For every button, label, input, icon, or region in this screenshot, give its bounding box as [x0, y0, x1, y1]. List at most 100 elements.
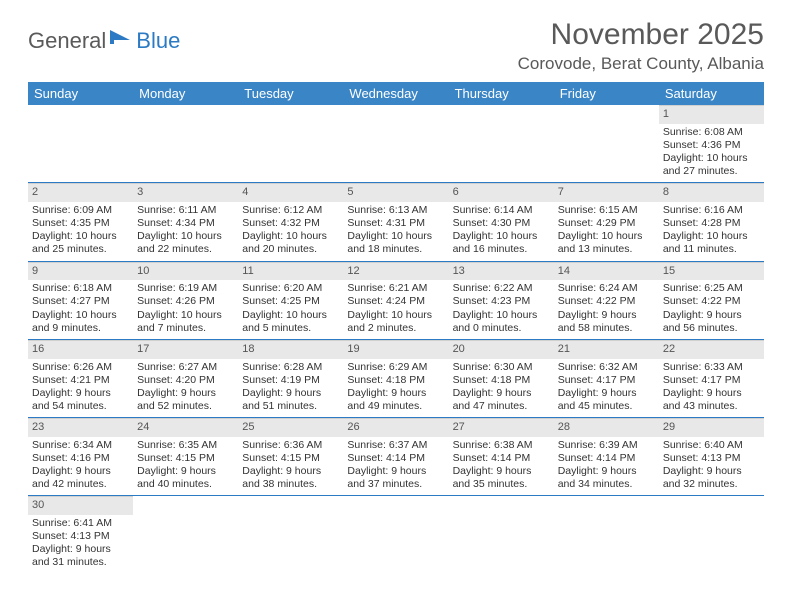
day-number: 19	[343, 340, 448, 359]
calendar-cell: 26Sunrise: 6:37 AMSunset: 4:14 PMDayligh…	[343, 418, 448, 496]
calendar-row: 9Sunrise: 6:18 AMSunset: 4:27 PMDaylight…	[28, 261, 764, 339]
sunrise-text: Sunrise: 6:15 AM	[558, 204, 655, 217]
day-body: Sunrise: 6:41 AMSunset: 4:13 PMDaylight:…	[28, 515, 133, 574]
day-number: 15	[659, 262, 764, 281]
day-number: 17	[133, 340, 238, 359]
calendar-cell	[28, 105, 133, 183]
sunrise-text: Sunrise: 6:26 AM	[32, 361, 129, 374]
calendar-cell	[133, 496, 238, 574]
day-number: 8	[659, 183, 764, 202]
calendar-cell: 28Sunrise: 6:39 AMSunset: 4:14 PMDayligh…	[554, 418, 659, 496]
sunrise-text: Sunrise: 6:21 AM	[347, 282, 444, 295]
day-body: Sunrise: 6:18 AMSunset: 4:27 PMDaylight:…	[28, 280, 133, 339]
sunrise-text: Sunrise: 6:18 AM	[32, 282, 129, 295]
day-body: Sunrise: 6:39 AMSunset: 4:14 PMDaylight:…	[554, 437, 659, 496]
daylight-text: Daylight: 9 hours	[663, 387, 760, 400]
calendar-cell	[554, 105, 659, 183]
sunset-text: Sunset: 4:15 PM	[137, 452, 234, 465]
daylight-text: Daylight: 9 hours	[32, 465, 129, 478]
calendar-cell	[238, 105, 343, 183]
sunrise-text: Sunrise: 6:37 AM	[347, 439, 444, 452]
daylight-text: Daylight: 10 hours	[663, 230, 760, 243]
day-body: Sunrise: 6:28 AMSunset: 4:19 PMDaylight:…	[238, 359, 343, 418]
sunrise-text: Sunrise: 6:34 AM	[32, 439, 129, 452]
calendar-cell: 18Sunrise: 6:28 AMSunset: 4:19 PMDayligh…	[238, 339, 343, 417]
day-number: 16	[28, 340, 133, 359]
day-body: Sunrise: 6:37 AMSunset: 4:14 PMDaylight:…	[343, 437, 448, 496]
daylight-text: Daylight: 9 hours	[137, 387, 234, 400]
daylight-text: and 2 minutes.	[347, 322, 444, 335]
day-body: Sunrise: 6:27 AMSunset: 4:20 PMDaylight:…	[133, 359, 238, 418]
daylight-text: Daylight: 9 hours	[453, 387, 550, 400]
daylight-text: Daylight: 9 hours	[32, 543, 129, 556]
sunset-text: Sunset: 4:22 PM	[558, 295, 655, 308]
sunset-text: Sunset: 4:17 PM	[663, 374, 760, 387]
sunset-text: Sunset: 4:23 PM	[453, 295, 550, 308]
daylight-text: Daylight: 9 hours	[137, 465, 234, 478]
daylight-text: and 22 minutes.	[137, 243, 234, 256]
calendar-cell: 20 Sunrise: 6:30 AMSunset: 4:18 PMDayligh…	[449, 339, 554, 417]
day-number: 25	[238, 418, 343, 437]
daylight-text: Daylight: 9 hours	[663, 465, 760, 478]
calendar-cell: 5Sunrise: 6:13 AMSunset: 4:31 PMDaylight…	[343, 183, 448, 261]
sunset-text: Sunset: 4:28 PM	[663, 217, 760, 230]
sunrise-text: Sunrise: 6:32 AM	[558, 361, 655, 374]
day-number: 11	[238, 262, 343, 281]
calendar-cell	[238, 496, 343, 574]
calendar-cell	[133, 105, 238, 183]
sunrise-text: Sunrise: 6:24 AM	[558, 282, 655, 295]
sunset-text: Sunset: 4:25 PM	[242, 295, 339, 308]
daylight-text: Daylight: 10 hours	[347, 309, 444, 322]
daylight-text: and 0 minutes.	[453, 322, 550, 335]
day-body: Sunrise: 6:26 AMSunset: 4:21 PMDaylight:…	[28, 359, 133, 418]
logo-text-1: General	[28, 28, 106, 54]
sunset-text: Sunset: 4:18 PM	[453, 374, 550, 387]
day-number: 29	[659, 418, 764, 437]
calendar-cell: 8Sunrise: 6:16 AMSunset: 4:28 PMDaylight…	[659, 183, 764, 261]
sunset-text: Sunset: 4:27 PM	[32, 295, 129, 308]
day-number: 3	[133, 183, 238, 202]
calendar-cell: 24Sunrise: 6:35 AMSunset: 4:15 PMDayligh…	[133, 418, 238, 496]
day-body: Sunrise: 6:29 AMSunset: 4:18 PMDaylight:…	[343, 359, 448, 418]
calendar-cell: 25 Sunrise: 6:36 AMSunset: 4:15 PMDayligh…	[238, 418, 343, 496]
sunset-text: Sunset: 4:24 PM	[347, 295, 444, 308]
daylight-text: Daylight: 9 hours	[663, 309, 760, 322]
title-block: November 2025 Corovode, Berat County, Al…	[518, 18, 764, 74]
calendar-cell: 11Sunrise: 6:20 AMSunset: 4:25 PMDayligh…	[238, 261, 343, 339]
sunset-text: Sunset: 4:21 PM	[32, 374, 129, 387]
sunrise-text: Sunrise: 6:39 AM	[558, 439, 655, 452]
daylight-text: and 51 minutes.	[242, 400, 339, 413]
day-number: 26	[343, 418, 448, 437]
daylight-text: and 58 minutes.	[558, 322, 655, 335]
daylight-text: Daylight: 10 hours	[242, 230, 339, 243]
daylight-text: Daylight: 9 hours	[242, 465, 339, 478]
day-body: Sunrise: 6:38 AMSunset: 4:14 PMDaylight:…	[449, 437, 554, 496]
daylight-text: and 20 minutes.	[242, 243, 339, 256]
calendar-cell: 15Sunrise: 6:25 AMSunset: 4:22 PMDayligh…	[659, 261, 764, 339]
daylight-text: and 13 minutes.	[558, 243, 655, 256]
calendar-cell: 13Sunrise: 6:22 AMSunset: 4:23 PMDayligh…	[449, 261, 554, 339]
day-number: 5	[343, 183, 448, 202]
calendar-cell: 14Sunrise: 6:24 AMSunset: 4:22 PMDayligh…	[554, 261, 659, 339]
sunset-text: Sunset: 4:18 PM	[347, 374, 444, 387]
sunrise-text: Sunrise: 6:38 AM	[453, 439, 550, 452]
daylight-text: Daylight: 9 hours	[347, 387, 444, 400]
day-body: Sunrise: 6:24 AMSunset: 4:22 PMDaylight:…	[554, 280, 659, 339]
daylight-text: and 5 minutes.	[242, 322, 339, 335]
daylight-text: and 49 minutes.	[347, 400, 444, 413]
sunset-text: Sunset: 4:15 PM	[242, 452, 339, 465]
daylight-text: Daylight: 9 hours	[453, 465, 550, 478]
daylight-text: Daylight: 10 hours	[137, 230, 234, 243]
daylight-text: and 40 minutes.	[137, 478, 234, 491]
sunrise-text: Sunrise: 6:30 AM	[453, 361, 550, 374]
sunrise-text: Sunrise: 6:25 AM	[663, 282, 760, 295]
sunrise-text: Sunrise: 6:36 AM	[242, 439, 339, 452]
sunset-text: Sunset: 4:17 PM	[558, 374, 655, 387]
daylight-text: and 31 minutes.	[32, 556, 129, 569]
daylight-text: Daylight: 10 hours	[242, 309, 339, 322]
daylight-text: Daylight: 9 hours	[558, 387, 655, 400]
day-number: 20	[449, 340, 554, 359]
calendar-row: 30Sunrise: 6:41 AMSunset: 4:13 PMDayligh…	[28, 496, 764, 574]
daylight-text: Daylight: 10 hours	[453, 309, 550, 322]
calendar-cell	[554, 496, 659, 574]
